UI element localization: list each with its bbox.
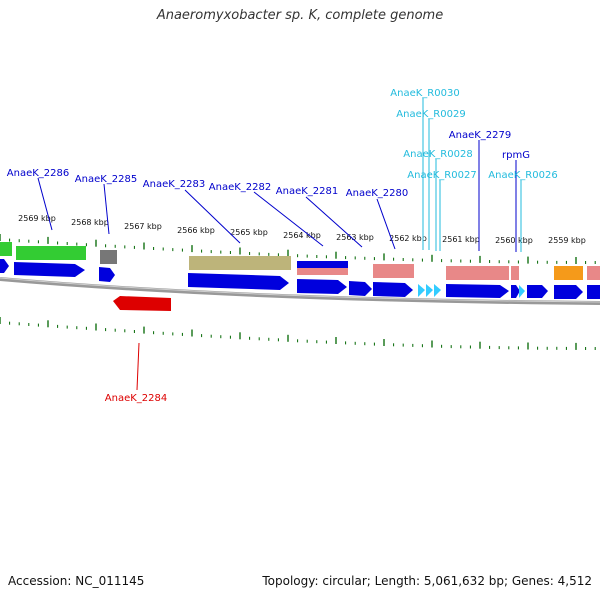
- scale-label: 2564 kbp: [283, 231, 321, 240]
- cds-arrow: [554, 285, 583, 299]
- cds-arrow: [99, 267, 115, 282]
- gene-label: AnaeK_2280: [346, 188, 408, 199]
- scale-label: 2565 kbp: [230, 228, 268, 237]
- feature-gray-2285: [100, 250, 117, 264]
- map-title: Anaeromyxobacter sp. K, complete genome: [156, 8, 444, 23]
- cds-arrow: [511, 285, 520, 298]
- scale-label: 2559 kbp: [548, 236, 586, 245]
- gene-label: AnaeK_2279: [449, 130, 511, 141]
- gene-label: AnaeK_R0026: [488, 170, 557, 181]
- trna-arrow: [434, 284, 441, 297]
- gene-label: AnaeK_R0027: [407, 170, 476, 181]
- gene-labels: AnaeK_2286 AnaeK_2285 AnaeK_2283 AnaeK_2…: [7, 88, 558, 404]
- gene-label: AnaeK_R0029: [396, 109, 465, 120]
- scale-label: 2560 kbp: [495, 236, 533, 245]
- feature-orange: [554, 266, 583, 280]
- scale-ticks-top: [0, 234, 596, 264]
- feature-2282-rrna: [297, 268, 348, 275]
- accession-text: Accession: NC_011145: [8, 574, 145, 588]
- cds-arrow: [14, 262, 85, 277]
- cds-arrow: [587, 285, 600, 299]
- scale-label: 2569 kbp: [18, 214, 56, 223]
- cds-arrow: [297, 279, 347, 294]
- feature-rrna-4: [587, 266, 600, 280]
- scale-labels: 2569 kbp 2568 kbp 2567 kbp 2566 kbp 2565…: [18, 214, 586, 245]
- genome-summary-text: Topology: circular; Length: 5,061,632 bp…: [262, 574, 592, 588]
- cds-arrow: [446, 284, 509, 298]
- reverse-gene-2284: [113, 296, 171, 311]
- scale-label: 2566 kbp: [177, 226, 215, 235]
- gene-label: AnaeK_2283: [143, 179, 205, 190]
- feature-rrna-2: [446, 266, 509, 280]
- genome-backbone-highlight: [0, 277, 600, 303]
- label-leaders: [37, 98, 522, 391]
- gene-label: AnaeK_R0028: [403, 149, 472, 160]
- trna-arrow: [426, 284, 433, 297]
- trna-arrow: [519, 285, 525, 298]
- scale-label: 2561 kbp: [442, 235, 480, 244]
- scale-label: 2567 kbp: [124, 222, 162, 231]
- feature-olive-2283: [189, 256, 291, 270]
- scale-label: 2562 kbp: [389, 234, 427, 243]
- cds-arrow: [0, 259, 9, 273]
- cds-arrow: [349, 281, 372, 296]
- feature-green-2286: [0, 242, 12, 256]
- cds-arrow: [373, 282, 413, 297]
- trna-arrow: [418, 284, 425, 297]
- gene-label: AnaeK_2281: [276, 186, 338, 197]
- feature-rrna-3: [511, 266, 519, 280]
- gene-label: rpmG: [502, 150, 530, 161]
- scale-label: 2568 kbp: [71, 218, 109, 227]
- gene-label: AnaeK_R0030: [390, 88, 459, 99]
- scale-label: 2563 kbp: [336, 233, 374, 242]
- genome-backbone: [0, 277, 600, 305]
- gene-label: AnaeK_2286: [7, 168, 69, 179]
- feature-green-2286b: [16, 246, 86, 260]
- gene-label: AnaeK_2285: [75, 174, 137, 185]
- gene-label: AnaeK_2282: [209, 182, 271, 193]
- cds-arrow: [527, 285, 548, 298]
- cds-arrow: [188, 273, 289, 290]
- feature-rrna-1: [373, 264, 414, 278]
- gene-label: AnaeK_2284: [105, 393, 167, 404]
- feature-2282-cds: [297, 261, 348, 269]
- scale-ticks-bottom: [0, 317, 596, 350]
